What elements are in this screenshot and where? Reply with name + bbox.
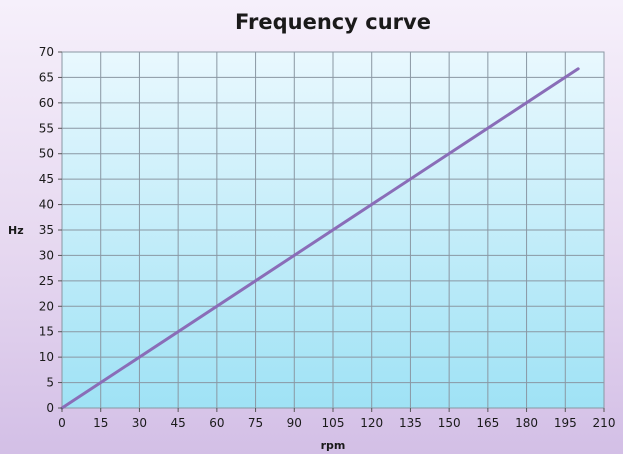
x-tick-label: 105 <box>322 416 345 430</box>
x-tick-label: 165 <box>476 416 499 430</box>
x-tick-label: 150 <box>438 416 461 430</box>
y-tick-label: 10 <box>39 350 54 364</box>
x-tick-label: 75 <box>248 416 263 430</box>
y-tick-label: 15 <box>39 325 54 339</box>
x-tick-label: 0 <box>58 416 66 430</box>
y-tick-label: 55 <box>39 121 54 135</box>
x-tick-label: 30 <box>132 416 147 430</box>
x-tick-label: 45 <box>171 416 186 430</box>
chart-title: Frequency curve <box>235 10 431 34</box>
x-tick-label: 90 <box>287 416 302 430</box>
x-axis-ticks: 0 15 30 45 60 75 90 105 120 135 150 165 180 195 210 <box>58 408 615 430</box>
y-tick-label: 5 <box>46 376 54 390</box>
x-tick-label: 60 <box>209 416 224 430</box>
y-tick-label: 65 <box>39 70 54 84</box>
series-line <box>60 67 580 410</box>
x-axis-title: rpm <box>321 439 346 452</box>
x-tick-label: 135 <box>399 416 422 430</box>
y-tick-label: 40 <box>39 198 54 212</box>
y-tick-label: 45 <box>39 172 54 186</box>
x-tick-label: 210 <box>593 416 616 430</box>
x-tick-label: 180 <box>515 416 538 430</box>
y-tick-label: 50 <box>39 147 54 161</box>
y-tick-label: 60 <box>39 96 54 110</box>
y-tick-label: 70 <box>39 45 54 59</box>
y-axis-title: Hz <box>8 224 24 237</box>
series-layer <box>60 67 580 410</box>
y-tick-label: 35 <box>39 223 54 237</box>
x-tick-label: 195 <box>554 416 577 430</box>
y-tick-label: 20 <box>39 299 54 313</box>
x-tick-label: 15 <box>93 416 108 430</box>
y-axis-ticks: 0 5 10 15 20 25 30 35 40 45 50 55 60 65 70 <box>39 45 62 415</box>
x-tick-label: 120 <box>360 416 383 430</box>
y-tick-label: 30 <box>39 248 54 262</box>
y-tick-label: 0 <box>46 401 54 415</box>
y-tick-label: 25 <box>39 274 54 288</box>
